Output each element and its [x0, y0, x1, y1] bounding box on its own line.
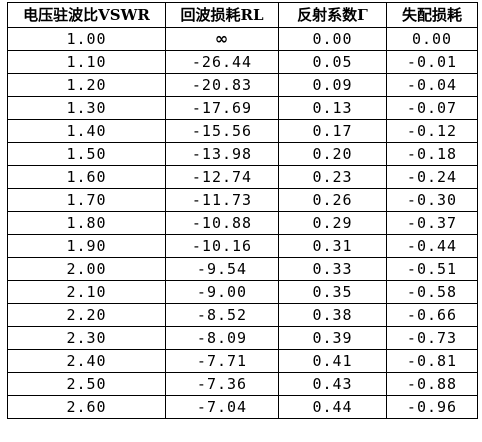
reflection-coefficient-cell: 0.20 [278, 142, 387, 166]
table-row: 2.50 -7.36 0.43 -0.88 [7, 372, 478, 396]
vswr-cell: 1.00 [7, 27, 166, 51]
table-row: 2.40 -7.71 0.41 -0.81 [7, 349, 478, 373]
header-mismatch-loss: 失配损耗 [386, 2, 478, 28]
table-row: 1.30 -17.69 0.13 -0.07 [7, 96, 478, 120]
table-row: 2.00 -9.54 0.33 -0.51 [7, 257, 478, 281]
table-row: 1.10 -26.44 0.05 -0.01 [7, 50, 478, 74]
reflection-coefficient-cell: 0.44 [278, 395, 387, 419]
reflection-coefficient-cell: 0.13 [278, 96, 387, 120]
vswr-cell: 1.30 [7, 96, 166, 120]
table-row: 2.10 -9.00 0.35 -0.58 [7, 280, 478, 304]
table-body: 1.00 ∞ 0.00 0.00 1.10 -26.44 0.05 -0.01 1.20 -20.… [7, 27, 478, 419]
header-return-loss: 回波损耗RL [165, 2, 279, 28]
reflection-coefficient-cell: 0.43 [278, 372, 387, 396]
reflection-coefficient-cell: 0.00 [278, 27, 387, 51]
table-row: 1.80 -10.88 0.29 -0.37 [7, 211, 478, 235]
return-loss-cell: -8.09 [165, 326, 279, 350]
header-vswr: 电压驻波比VSWR [7, 2, 166, 28]
mismatch-loss-cell: -0.51 [386, 257, 478, 281]
mismatch-loss-cell: 0.00 [386, 27, 478, 51]
vswr-cell: 2.10 [7, 280, 166, 304]
reflection-coefficient-cell: 0.26 [278, 188, 387, 212]
reflection-coefficient-cell: 0.33 [278, 257, 387, 281]
mismatch-loss-cell: -0.07 [386, 96, 478, 120]
return-loss-cell: -12.74 [165, 165, 279, 189]
reflection-coefficient-cell: 0.09 [278, 73, 387, 97]
table-row: 1.60 -12.74 0.23 -0.24 [7, 165, 478, 189]
reflection-coefficient-cell: 0.29 [278, 211, 387, 235]
mismatch-loss-cell: -0.04 [386, 73, 478, 97]
reflection-coefficient-cell: 0.35 [278, 280, 387, 304]
mismatch-loss-cell: -0.18 [386, 142, 478, 166]
mismatch-loss-cell: -0.58 [386, 280, 478, 304]
vswr-cell: 1.10 [7, 50, 166, 74]
return-loss-cell: -7.71 [165, 349, 279, 373]
vswr-cell: 2.60 [7, 395, 166, 419]
return-loss-cell: -7.36 [165, 372, 279, 396]
vswr-cell: 1.50 [7, 142, 166, 166]
vswr-cell: 1.70 [7, 188, 166, 212]
return-loss-cell: -10.16 [165, 234, 279, 258]
reflection-coefficient-cell: 0.23 [278, 165, 387, 189]
vswr-cell: 1.20 [7, 73, 166, 97]
reflection-coefficient-cell: 0.17 [278, 119, 387, 143]
return-loss-cell: -7.04 [165, 395, 279, 419]
return-loss-cell: -9.54 [165, 257, 279, 281]
table-row: 2.60 -7.04 0.44 -0.96 [7, 395, 478, 419]
vswr-cell: 2.30 [7, 326, 166, 350]
mismatch-loss-cell: -0.37 [386, 211, 478, 235]
mismatch-loss-cell: -0.44 [386, 234, 478, 258]
return-loss-cell: -8.52 [165, 303, 279, 327]
return-loss-cell: -13.98 [165, 142, 279, 166]
return-loss-cell: -17.69 [165, 96, 279, 120]
header-reflection-coefficient: 反射系数Γ [278, 2, 387, 28]
mismatch-loss-cell: -0.24 [386, 165, 478, 189]
return-loss-cell: -26.44 [165, 50, 279, 74]
mismatch-loss-cell: -0.30 [386, 188, 478, 212]
return-loss-cell: ∞ [165, 27, 279, 51]
table-row: 1.40 -15.56 0.17 -0.12 [7, 119, 478, 143]
vswr-cell: 1.40 [7, 119, 166, 143]
vswr-cell: 2.50 [7, 372, 166, 396]
header-row: 电压驻波比VSWR 回波损耗RL 反射系数Γ 失配损耗 [7, 2, 478, 28]
table-row: 1.00 ∞ 0.00 0.00 [7, 27, 478, 51]
table-row: 2.20 -8.52 0.38 -0.66 [7, 303, 478, 327]
mismatch-loss-cell: -0.01 [386, 50, 478, 74]
mismatch-loss-cell: -0.12 [386, 119, 478, 143]
reflection-coefficient-cell: 0.05 [278, 50, 387, 74]
vswr-cell: 2.00 [7, 257, 166, 281]
vswr-cell: 2.20 [7, 303, 166, 327]
return-loss-cell: -20.83 [165, 73, 279, 97]
mismatch-loss-cell: -0.81 [386, 349, 478, 373]
reflection-coefficient-cell: 0.31 [278, 234, 387, 258]
vswr-cell: 1.80 [7, 211, 166, 235]
vswr-table: 电压驻波比VSWR 回波损耗RL 反射系数Γ 失配损耗 1.00 ∞ 0.00 0.0… [7, 2, 478, 419]
table-row: 2.30 -8.09 0.39 -0.73 [7, 326, 478, 350]
table-row: 1.50 -13.98 0.20 -0.18 [7, 142, 478, 166]
vswr-cell: 1.60 [7, 165, 166, 189]
table-row: 1.90 -10.16 0.31 -0.44 [7, 234, 478, 258]
return-loss-cell: -9.00 [165, 280, 279, 304]
reflection-coefficient-cell: 0.38 [278, 303, 387, 327]
mismatch-loss-cell: -0.73 [386, 326, 478, 350]
mismatch-loss-cell: -0.96 [386, 395, 478, 419]
return-loss-cell: -15.56 [165, 119, 279, 143]
reflection-coefficient-cell: 0.41 [278, 349, 387, 373]
table-row: 1.70 -11.73 0.26 -0.30 [7, 188, 478, 212]
reflection-coefficient-cell: 0.39 [278, 326, 387, 350]
return-loss-cell: -11.73 [165, 188, 279, 212]
mismatch-loss-cell: -0.88 [386, 372, 478, 396]
return-loss-cell: -10.88 [165, 211, 279, 235]
mismatch-loss-cell: -0.66 [386, 303, 478, 327]
vswr-cell: 2.40 [7, 349, 166, 373]
table-row: 1.20 -20.83 0.09 -0.04 [7, 73, 478, 97]
vswr-cell: 1.90 [7, 234, 166, 258]
